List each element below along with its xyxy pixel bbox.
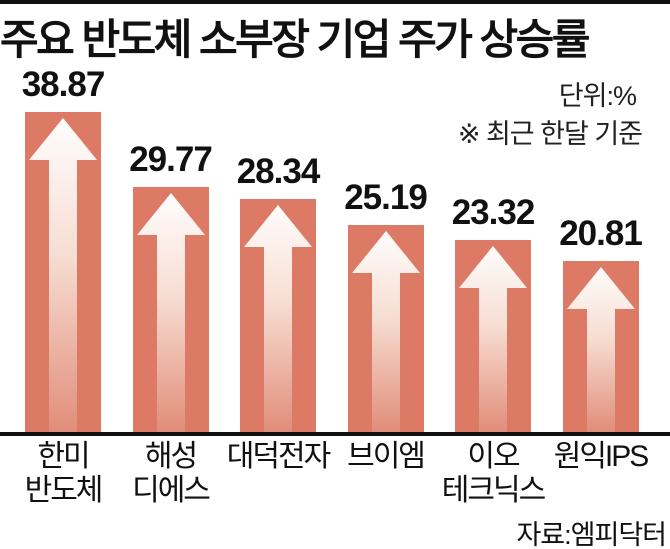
up-arrow-icon [566, 267, 635, 432]
bar-브이엠 [347, 225, 424, 432]
category-label-line: 한미 [37, 440, 90, 473]
category-label-line: 브이엠 [347, 440, 426, 473]
category-label: 원익IPS [516, 440, 670, 474]
bar-대덕전자 [240, 199, 316, 432]
category-label: 해성 디에스 [86, 440, 256, 508]
axis-baseline [0, 432, 670, 436]
value-label: 29.77 [129, 140, 213, 179]
category-label-line: 원익IPS [553, 440, 650, 473]
category-label: 브이엠 [301, 440, 471, 474]
category-label-line: 테크닉스 [441, 474, 546, 507]
value-label: 20.81 [559, 214, 643, 253]
category-label-line: 반도체 [24, 474, 104, 507]
bar-해성디에스 [132, 187, 209, 432]
category-label: 한미 반도체 [0, 440, 148, 508]
up-arrow-icon [459, 246, 527, 432]
up-arrow-icon [136, 193, 205, 432]
up-arrow-icon [244, 205, 312, 432]
source-label: 자료:엠피닥터 [516, 520, 667, 549]
category-label-line: 이오 [467, 440, 520, 473]
chart-title: 주요 반도체 소부장 기업 주가 상승률 [0, 16, 590, 63]
value-label: 38.87 [21, 65, 106, 104]
unit-label: 단위:% [558, 81, 637, 111]
category-label: 대덕전자 [193, 440, 363, 474]
category-label-line: 해성 [144, 440, 198, 473]
up-arrow-icon [29, 118, 97, 432]
note-label: ※ 최근 한달 기준 [457, 119, 643, 149]
category-label: 이오 테크닉스 [408, 440, 578, 508]
value-label: 25.19 [344, 178, 428, 217]
bar-한미반도체 [25, 112, 101, 432]
bar-원익IPS [562, 261, 639, 432]
up-arrow-icon [351, 231, 420, 432]
top-rule [0, 0, 670, 4]
bar-이오테크닉스 [455, 240, 531, 432]
category-label-line: 대덕전자 [226, 440, 331, 473]
value-label: 23.32 [451, 193, 536, 232]
category-label-line: 디에스 [132, 474, 211, 507]
value-label: 28.34 [236, 152, 321, 191]
